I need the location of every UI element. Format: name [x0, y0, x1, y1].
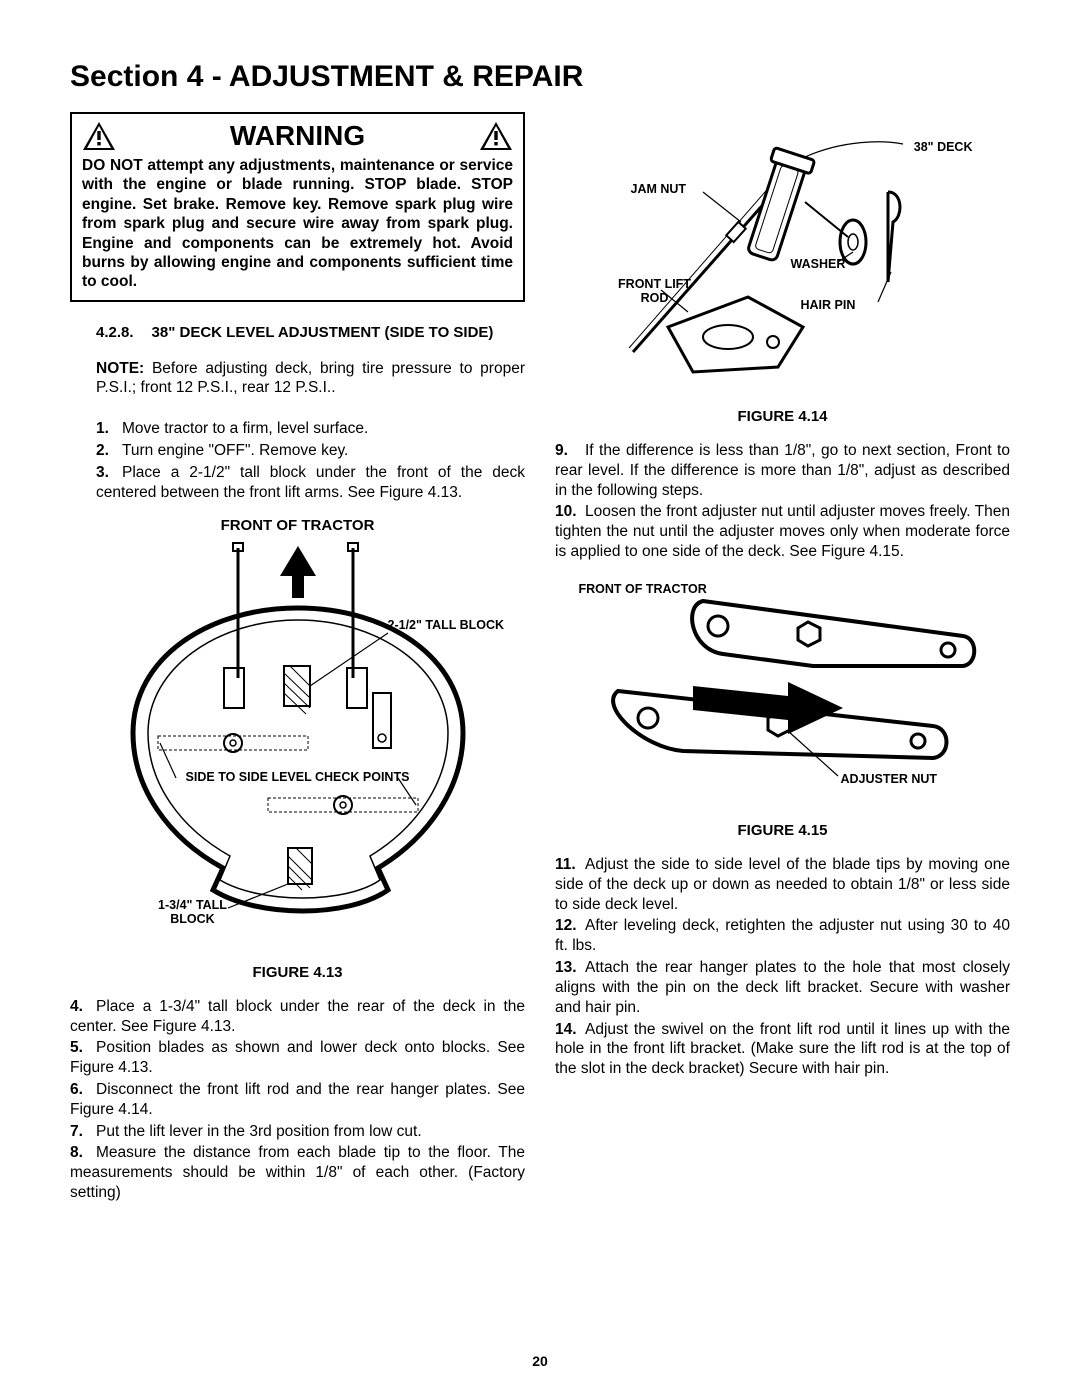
fig-label-front-of-tractor: FRONT OF TRACTOR [579, 582, 707, 596]
list-item: 1.Move tractor to a firm, level surface. [96, 419, 525, 439]
right-column: 38" DECK JAM NUT WASHER FRONT LIFT ROD H… [555, 112, 1010, 1205]
note-label: NOTE: [96, 360, 144, 377]
subsection-number: 4.2.8. [96, 324, 134, 341]
note: NOTE: Before adjusting deck, bring tire … [96, 359, 525, 398]
list-item: 10.Loosen the front adjuster nut until a… [555, 502, 1010, 561]
steps-1-3: 1.Move tractor to a firm, level surface.… [96, 419, 525, 502]
page-number: 20 [0, 1353, 1080, 1369]
fig-label-jam-nut: JAM NUT [631, 182, 687, 196]
list-item: 2.Turn engine "OFF". Remove key. [96, 441, 525, 461]
list-item: 14.Adjust the swivel on the front lift r… [555, 1020, 1010, 1079]
figure-4-14-caption: FIGURE 4.14 [555, 408, 1010, 425]
steps-11-14: 11.Adjust the side to side level of the … [555, 855, 1010, 1079]
left-column: WARNING DO NOT attempt any adjustments, … [70, 112, 525, 1205]
subsection-title: 38" DECK LEVEL ADJUSTMENT (SIDE TO SIDE) [152, 324, 494, 341]
figure-4-13-caption: FIGURE 4.13 [70, 964, 525, 981]
list-item: 9.If the difference is less than 1/8", g… [555, 441, 1010, 500]
list-item: 7.Put the lift lever in the 3rd position… [70, 1122, 525, 1142]
steps-9-10: 9.If the difference is less than 1/8", g… [555, 441, 1010, 562]
figure-4-14: 38" DECK JAM NUT WASHER FRONT LIFT ROD H… [555, 122, 1010, 425]
warning-icon [82, 121, 116, 151]
note-text: Before adjusting deck, bring tire pressu… [96, 360, 525, 396]
list-item: 3.Place a 2-1/2" tall block under the fr… [96, 463, 525, 503]
fig-label-washer: WASHER [791, 257, 846, 271]
fig-label-side: SIDE TO SIDE LEVEL CHECK POINTS [176, 770, 420, 784]
list-item: 13.Attach the rear hanger plates to the … [555, 958, 1010, 1017]
figure-4-15: FRONT OF TRACTOR ADJUSTER NUT FIGURE 4.1… [555, 576, 1010, 839]
fig-label-adjuster-nut: ADJUSTER NUT [841, 772, 938, 786]
figure-4-15-caption: FIGURE 4.15 [555, 822, 1010, 839]
fig-label-hair-pin: HAIR PIN [801, 298, 856, 312]
warning-icon [479, 121, 513, 151]
figure-4-14-svg [573, 122, 993, 392]
fig-label-block1: 1-3/4" TALL BLOCK [148, 898, 238, 926]
list-item: 4.Place a 1-3/4" tall block under the re… [70, 997, 525, 1037]
steps-4-8: 4.Place a 1-3/4" tall block under the re… [70, 997, 525, 1203]
figure-4-13-svg [88, 538, 508, 938]
list-item: 8.Measure the distance from each blade t… [70, 1143, 525, 1202]
list-item: 11.Adjust the side to side level of the … [555, 855, 1010, 914]
subsection-heading: 4.2.8. 38" DECK LEVEL ADJUSTMENT (SIDE T… [96, 324, 525, 341]
fig-label-block2: 2-1/2" TALL BLOCK [388, 618, 505, 632]
warning-text: DO NOT attempt any adjustments, maintena… [82, 156, 513, 292]
fig-label-front-lift-rod: FRONT LIFT ROD [615, 277, 695, 305]
front-of-tractor-label: FRONT OF TRACTOR [70, 517, 525, 534]
list-item: 12.After leveling deck, retighten the ad… [555, 916, 1010, 956]
section-title: Section 4 - ADJUSTMENT & REPAIR [70, 60, 1010, 94]
fig-label-deck: 38" DECK [914, 140, 973, 154]
list-item: 6.Disconnect the front lift rod and the … [70, 1080, 525, 1120]
list-item: 5.Position blades as shown and lower dec… [70, 1038, 525, 1078]
warning-title: WARNING [116, 120, 479, 152]
figure-4-13: FRONT OF TRACTOR [70, 517, 525, 981]
warning-box: WARNING DO NOT attempt any adjustments, … [70, 112, 525, 302]
